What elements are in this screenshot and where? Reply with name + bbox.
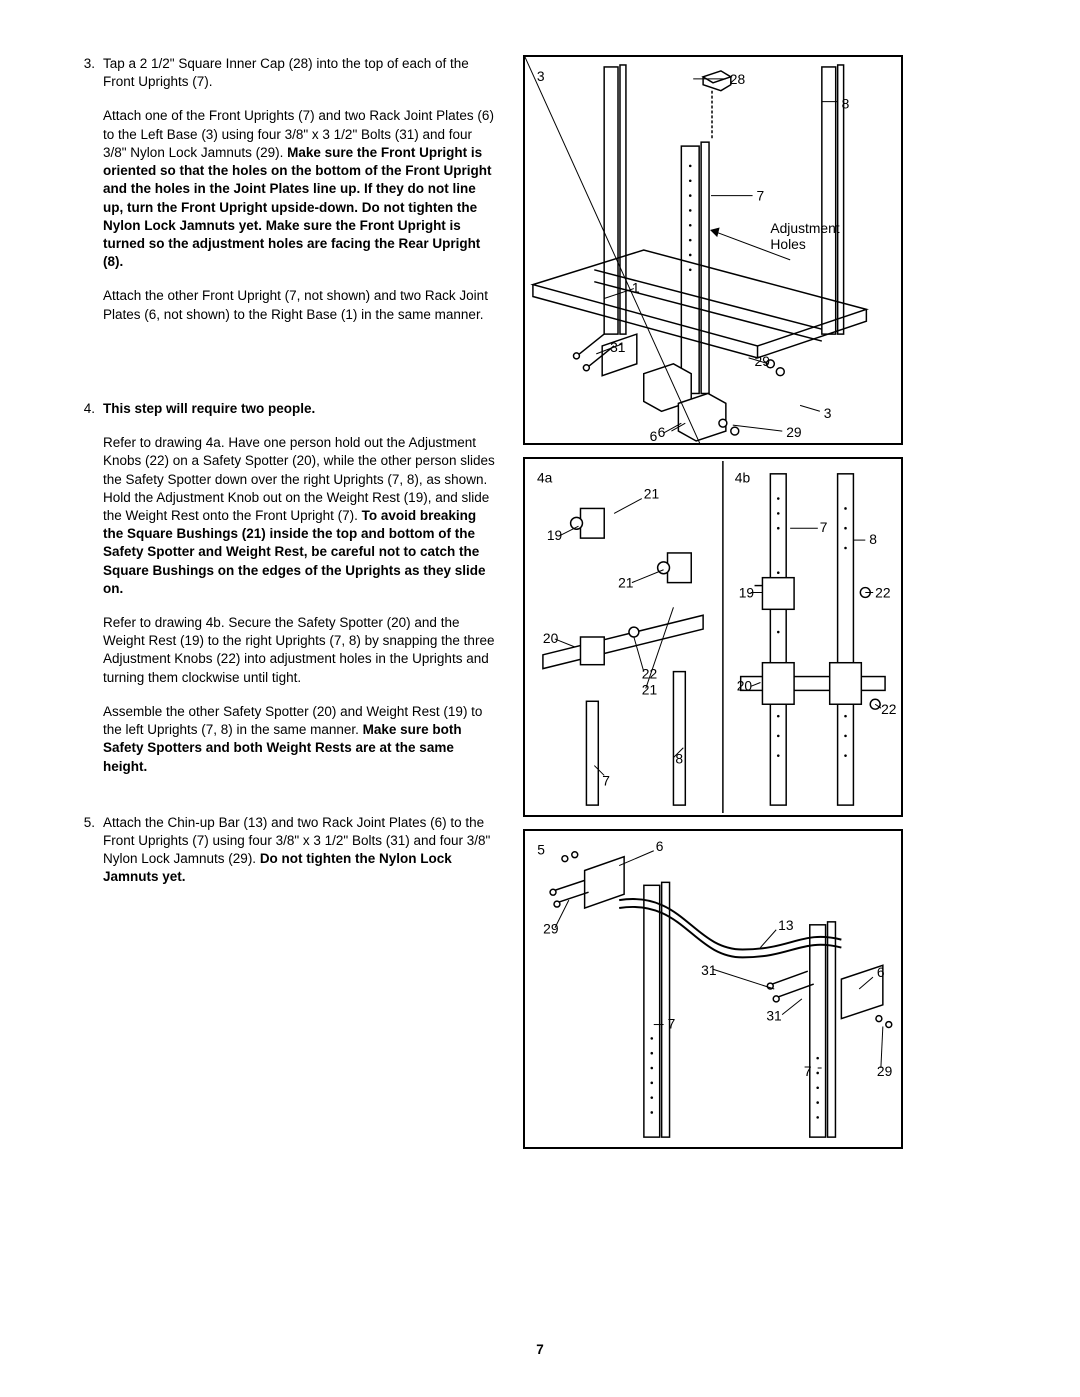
svg-text:8: 8 bbox=[842, 96, 850, 112]
svg-text:29: 29 bbox=[786, 424, 802, 440]
step-body: Tap a 2 1/2" Square Inner Cap (28) into … bbox=[103, 55, 495, 340]
svg-text:6: 6 bbox=[650, 428, 658, 443]
svg-text:19: 19 bbox=[547, 527, 563, 543]
svg-text:1: 1 bbox=[632, 280, 640, 296]
step-3: 3. Tap a 2 1/2" Square Inner Cap (28) in… bbox=[75, 55, 495, 340]
svg-text:31: 31 bbox=[701, 962, 716, 978]
svg-text:21: 21 bbox=[644, 486, 660, 502]
step4-p1: This step will require two people. bbox=[103, 400, 495, 418]
diagram-3: 3 bbox=[523, 55, 903, 445]
step3-p3: Attach the other Front Upright (7, not s… bbox=[103, 287, 495, 323]
svg-text:6: 6 bbox=[877, 964, 885, 980]
step4-p2: Refer to drawing 4a. Have one person hol… bbox=[103, 434, 495, 598]
svg-text:7: 7 bbox=[820, 519, 828, 535]
svg-text:28: 28 bbox=[730, 71, 746, 87]
diagram-4: 4a 4b bbox=[523, 457, 903, 817]
svg-text:29: 29 bbox=[543, 921, 559, 937]
svg-text:7: 7 bbox=[602, 772, 610, 788]
svg-text:20: 20 bbox=[737, 677, 753, 693]
step3-p1: Tap a 2 1/2" Square Inner Cap (28) into … bbox=[103, 55, 495, 91]
svg-text:21: 21 bbox=[642, 681, 658, 697]
step4-p3: Refer to drawing 4b. Secure the Safety S… bbox=[103, 614, 495, 687]
svg-text:31: 31 bbox=[610, 339, 626, 355]
svg-text:29: 29 bbox=[877, 1063, 893, 1079]
svg-text:20: 20 bbox=[543, 630, 559, 646]
svg-text:Adjustment: Adjustment bbox=[770, 220, 839, 236]
svg-text:22: 22 bbox=[642, 666, 657, 682]
svg-text:7: 7 bbox=[804, 1063, 812, 1079]
instructions-column: 3. Tap a 2 1/2" Square Inner Cap (28) in… bbox=[75, 55, 495, 1149]
svg-text:4b: 4b bbox=[735, 470, 751, 486]
svg-text:31: 31 bbox=[766, 1008, 781, 1024]
svg-text:8: 8 bbox=[869, 531, 877, 547]
step-number: 3. bbox=[75, 55, 103, 340]
svg-text:4a: 4a bbox=[537, 470, 553, 486]
page-layout: 3. Tap a 2 1/2" Square Inner Cap (28) in… bbox=[75, 55, 1005, 1149]
svg-text:7: 7 bbox=[668, 1016, 676, 1032]
svg-text:8: 8 bbox=[675, 751, 683, 767]
svg-text:6: 6 bbox=[656, 838, 664, 854]
svg-text:19: 19 bbox=[739, 584, 755, 600]
svg-text:29: 29 bbox=[755, 353, 771, 369]
page-number: 7 bbox=[0, 1341, 1080, 1359]
step-4: 4. This step will require two people. Re… bbox=[75, 400, 495, 792]
diagram-5: 5 bbox=[523, 829, 903, 1149]
svg-text:6: 6 bbox=[658, 424, 666, 440]
step-number: 4. bbox=[75, 400, 103, 792]
svg-text:3: 3 bbox=[824, 405, 832, 421]
diagrams-column: 3 bbox=[523, 55, 903, 1149]
svg-text:7: 7 bbox=[757, 188, 765, 204]
svg-text:22: 22 bbox=[881, 701, 896, 717]
svg-text:5: 5 bbox=[537, 842, 545, 858]
svg-text:Holes: Holes bbox=[770, 236, 805, 252]
svg-text:13: 13 bbox=[778, 917, 794, 933]
step5-p1: Attach the Chin-up Bar (13) and two Rack… bbox=[103, 814, 495, 887]
svg-text:21: 21 bbox=[618, 575, 634, 591]
step4-p4: Assemble the other Safety Spotter (20) a… bbox=[103, 703, 495, 776]
step-body: This step will require two people. Refer… bbox=[103, 400, 495, 792]
step3-p2: Attach one of the Front Uprights (7) and… bbox=[103, 107, 495, 271]
svg-text:22: 22 bbox=[875, 584, 890, 600]
step-body: Attach the Chin-up Bar (13) and two Rack… bbox=[103, 814, 495, 903]
step-5: 5. Attach the Chin-up Bar (13) and two R… bbox=[75, 814, 495, 903]
step-number: 5. bbox=[75, 814, 103, 903]
svg-text:3: 3 bbox=[537, 68, 545, 84]
